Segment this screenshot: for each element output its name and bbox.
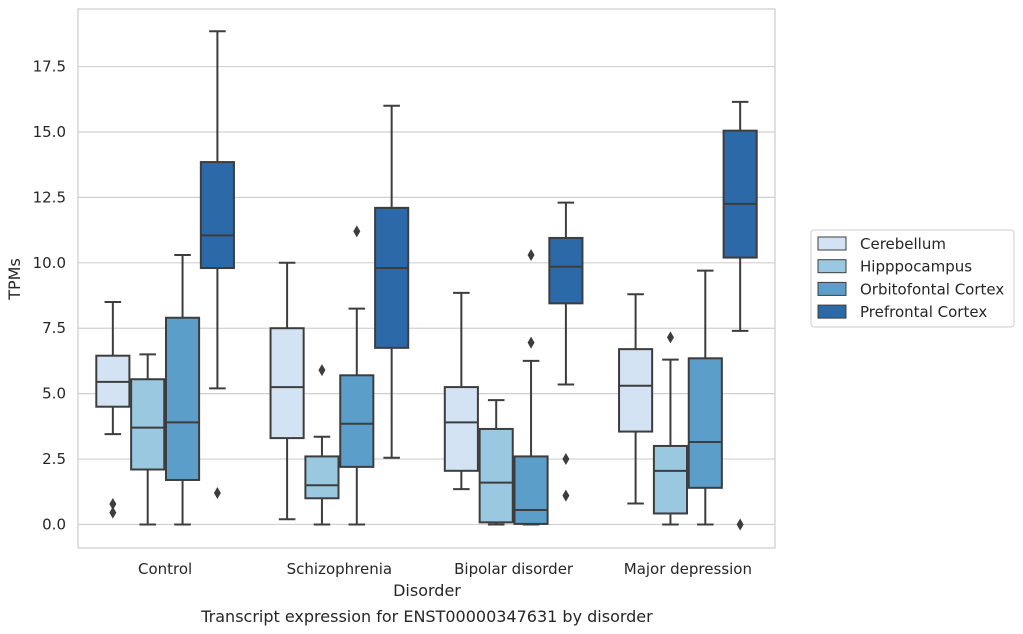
box-prefrontal-cortex (548, 201, 584, 502)
box-cerebellum (269, 261, 305, 521)
box-iqr (722, 129, 758, 259)
outlier-point (353, 225, 361, 238)
outlier-point (109, 506, 117, 519)
legend-label: Orbitofontal Cortex (860, 280, 1004, 298)
box-iqr (652, 444, 689, 515)
legend-swatch (817, 236, 847, 251)
legend-swatch (817, 281, 847, 296)
box-orbitofontal-cortex (513, 248, 549, 526)
y-tick-label: 17.5 (33, 58, 66, 76)
box-orbitofontal-cortex (687, 269, 723, 526)
box-hipppocampus (478, 399, 514, 526)
box-iqr (199, 161, 235, 270)
box-prefrontal-cortex (722, 100, 758, 531)
legend-label: Cerebellum (860, 235, 946, 253)
box-iqr (443, 386, 479, 472)
y-tick-label: 5.0 (42, 385, 66, 403)
box-prefrontal-cortex (199, 30, 235, 500)
y-tick-label: 10.0 (33, 254, 66, 272)
y-tick-label: 12.5 (33, 188, 66, 206)
outlier-point (109, 498, 117, 511)
outlier-point (666, 331, 674, 344)
box-iqr (618, 348, 654, 433)
outlier-point (213, 487, 221, 500)
figure-caption: Transcript expression for ENST0000034763… (200, 607, 653, 626)
legend-label: Hipppocampus (860, 258, 972, 276)
legend-swatch (817, 259, 847, 274)
box-prefrontal-cortex (374, 104, 410, 459)
box-iqr (374, 206, 410, 349)
box-iqr (548, 236, 584, 305)
boxes (95, 30, 758, 531)
box-hipppocampus (652, 331, 689, 526)
x-tick-label: Schizophrenia (287, 560, 392, 578)
outlier-point (736, 518, 744, 531)
box-hipppocampus (130, 353, 166, 526)
outlier-point (562, 453, 570, 466)
legend-frame (810, 229, 1015, 328)
legend-label: Prefrontal Cortex (860, 303, 987, 321)
box-iqr (687, 357, 723, 489)
legend: Cerebellum Hipppocampus Orbitofontal Corte… (810, 229, 1015, 328)
box-cerebellum (95, 301, 131, 519)
x-tick-label: Major depression (624, 560, 752, 578)
box-iqr (339, 374, 375, 468)
x-tick-label: Bipolar disorder (454, 560, 574, 578)
box-hipppocampus (304, 364, 340, 526)
box-iqr (304, 455, 340, 500)
x-tick-labels: Control Schizophrenia Bipolar disorder Majo… (138, 560, 752, 578)
y-tick-label: 7.5 (42, 319, 66, 337)
outlier-point (562, 489, 570, 502)
box-cerebellum (618, 293, 654, 505)
box-orbitofontal-cortex (339, 225, 375, 526)
box-iqr (269, 327, 305, 440)
legend-swatch (817, 304, 847, 319)
y-tick-label: 2.5 (42, 450, 66, 468)
y-tick-label: 15.0 (33, 123, 66, 141)
outlier-point (527, 248, 535, 261)
plot-area-frame (77, 8, 776, 549)
outlier-point (527, 336, 535, 349)
x-tick-label: Control (138, 560, 192, 578)
box-iqr (513, 455, 549, 525)
box-orbitofontal-cortex (164, 253, 201, 526)
y-tick-label: 0.0 (42, 515, 66, 533)
y-tick-labels: 0.0 2.5 5.0 7.5 10.0 12.5 15.0 17.5 (33, 58, 66, 534)
x-axis-label: Disorder (393, 581, 461, 600)
y-axis-label: TPMs (5, 258, 24, 301)
box-iqr (478, 427, 514, 524)
box-cerebellum (443, 291, 479, 491)
outlier-point (318, 364, 326, 377)
box-iqr (130, 378, 166, 471)
box-iqr (164, 316, 201, 481)
